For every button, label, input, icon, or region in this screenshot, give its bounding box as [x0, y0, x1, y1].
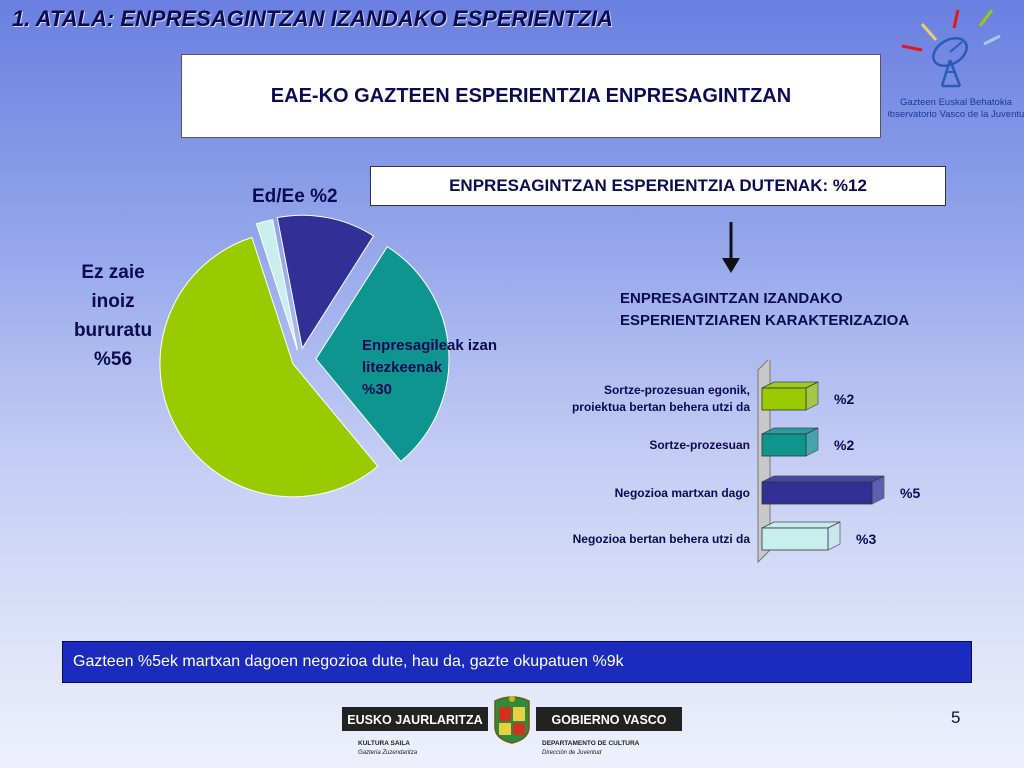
gov-left-dept: KULTURA SAILA [358, 740, 410, 747]
main-title: EAE-KO GAZTEEN ESPERIENTZIA ENPRESAGINTZ… [270, 84, 792, 107]
page-number: 5 [951, 708, 961, 727]
bar-category-label: Negozioa martxan dago [615, 486, 750, 500]
pie-slice [276, 214, 375, 350]
pie-label-line: %56 [93, 349, 133, 370]
bar [761, 433, 807, 457]
pie-label-line: bururatu [73, 320, 153, 341]
satellite-dish-icon [901, 9, 1001, 88]
bar [761, 481, 873, 505]
arrow-down-icon [722, 222, 740, 273]
pie-label-line: Enpresagileak izan [362, 337, 498, 354]
characterization-title-line: ENPRESAGINTZAN IZANDAKO [620, 290, 843, 307]
observatory-name-es: Observatorio Vasco de la Juventud [888, 109, 1024, 120]
pie-slice [255, 219, 299, 351]
bar-top [761, 475, 885, 483]
gov-right-name: GOBIERNO VASCO [551, 713, 666, 727]
bar-category-label: Negozioa bertan behera utzi da [573, 532, 751, 546]
main-title-box: EAE-KO GAZTEEN ESPERIENTZIA ENPRESAGINTZ… [181, 54, 881, 138]
pie-label-ed-ee: Ed/Ee %2 [252, 186, 338, 207]
bar-category-label: proiektua bertan behera utzi da [572, 400, 750, 414]
pie-label-line: Ez zaie [81, 262, 145, 283]
bar [761, 387, 807, 411]
pie-label-ez-zaie: Ez zaie inoiz bururatu %56 [58, 258, 168, 374]
bar-chart: %2 Sortze-prozesuan egonik, proiektua bert… [572, 360, 920, 564]
characterization-title-line: ESPERIENTZIAREN KARAKTERIZAZIOA [620, 312, 910, 329]
bar-top [761, 521, 841, 529]
bar-category-label: Sortze-prozesuan egonik, [604, 383, 750, 397]
gov-bar-left [342, 707, 488, 731]
experience-box: ENPRESAGINTZAN ESPERIENTZIA DUTENAK: %12 [370, 166, 946, 206]
bar-value-label: %2 [834, 391, 854, 407]
observatory-logo: Gazteen Euskal Behatokia Observatorio Va… [888, 9, 1024, 120]
coat-of-arms-icon [494, 696, 530, 744]
pie-chart [159, 214, 450, 498]
pie-label-enpresagileak: Enpresagileak izan litezkeenak %30 [362, 335, 552, 401]
government-logo: EUSKO JAURLARITZA GOBIERNO VASCO KULTURA… [342, 696, 682, 756]
bar-value-label: %5 [900, 485, 920, 501]
section-title: 1. ATALA: ENPRESAGINTZAN IZANDAKO ESPERI… [12, 6, 613, 31]
gov-left-name: EUSKO JAURLARITZA [347, 713, 482, 727]
gov-right-sub: Dirección de Juventud [542, 750, 602, 756]
footer-box: Gazteen %5ek martxan dagoen negozioa dut… [62, 641, 972, 683]
bar [761, 527, 829, 551]
characterization-title: ENPRESAGINTZAN IZANDAKO ESPERIENTZIAREN … [620, 288, 1020, 332]
pie-label-line: litezkeenak [362, 359, 443, 376]
bar-category-label: Sortze-prozesuan [649, 438, 750, 452]
pie-slice [159, 236, 379, 498]
gov-right-dept: DEPARTAMENTO DE CULTURA [542, 740, 640, 747]
pie-label-line: %30 [362, 381, 393, 398]
experience-label: ENPRESAGINTZAN ESPERIENTZIA DUTENAK: %12 [449, 176, 867, 195]
bar-value-label: %3 [856, 531, 876, 547]
gov-bar-right [536, 707, 682, 731]
footer-text: Gazteen %5ek martxan dagoen negozioa dut… [73, 653, 624, 670]
pie-label-line: inoiz [91, 291, 135, 312]
bar-value-label: %2 [834, 437, 854, 453]
gov-left-sub: Gazteria Zuzendaritza [358, 750, 418, 756]
pie-slice [315, 246, 450, 463]
observatory-name-eu: Gazteen Euskal Behatokia [900, 97, 1013, 108]
